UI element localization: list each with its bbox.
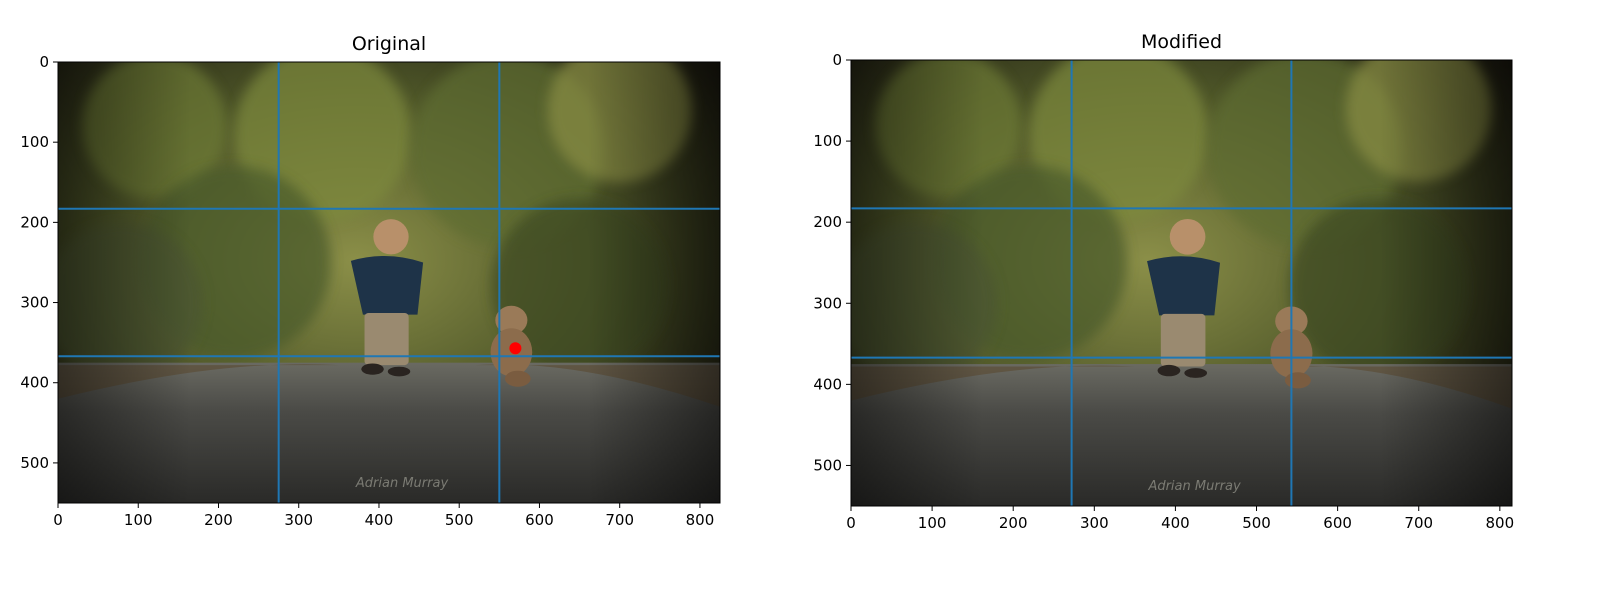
x-tick-label: 700 <box>1404 514 1433 532</box>
y-tick-label: 500 <box>20 454 49 472</box>
x-tick-label: 100 <box>124 511 153 529</box>
y-tick-label: 500 <box>813 456 842 474</box>
y-tick-label: 300 <box>20 294 49 312</box>
watermark: Adrian Murray <box>355 476 449 491</box>
x-tick-label: 200 <box>999 514 1028 532</box>
axes-frame <box>57 61 721 504</box>
x-tick-label: 0 <box>846 514 856 532</box>
y-tick-label: 200 <box>813 213 842 231</box>
x-tick-label: 200 <box>204 511 233 529</box>
subplot-original: Original Adrian Murray 0 100 200 300 400 500 600… <box>20 33 721 529</box>
x-tick-label: 300 <box>284 511 313 529</box>
photo-image: Adrian Murray <box>851 60 1512 506</box>
x-tick-label: 500 <box>1242 514 1271 532</box>
x-tick-label: 300 <box>1080 514 1109 532</box>
x-tick-label: 700 <box>605 511 634 529</box>
x-tick-label: 500 <box>445 511 474 529</box>
x-tick-label: 800 <box>1486 514 1515 532</box>
x-tick-label: 400 <box>365 511 394 529</box>
y-tick-label: 100 <box>20 133 49 151</box>
y-tick-label: 200 <box>20 213 49 231</box>
x-tick-label: 400 <box>1161 514 1190 532</box>
x-tick-label: 600 <box>1323 514 1352 532</box>
axes-frame <box>850 59 1513 507</box>
subplot-title: Modified <box>1141 31 1222 53</box>
y-tick-label: 0 <box>39 53 49 71</box>
y-tick-label: 400 <box>20 374 49 392</box>
intersection-marker <box>509 342 522 355</box>
subplot-modified: Modified Adrian Murray 0 100 200 300 400 500 600… <box>813 31 1514 532</box>
y-tick-label: 400 <box>813 375 842 393</box>
x-tick-label: 100 <box>918 514 947 532</box>
photo-image: Adrian Murray <box>58 62 720 503</box>
x-tick-label: 800 <box>686 511 715 529</box>
subplot-title: Original <box>352 33 426 55</box>
y-tick-label: 100 <box>813 132 842 150</box>
x-tick-label: 0 <box>53 511 63 529</box>
y-tick-label: 300 <box>813 294 842 312</box>
x-tick-label: 600 <box>525 511 554 529</box>
y-tick-label: 0 <box>832 51 842 69</box>
watermark: Adrian Murray <box>1147 479 1241 494</box>
